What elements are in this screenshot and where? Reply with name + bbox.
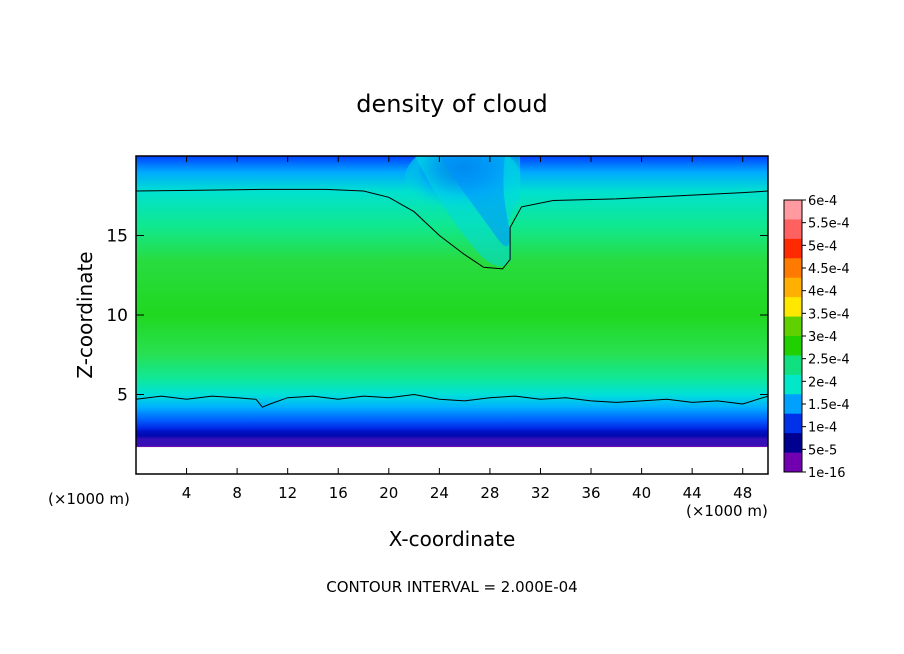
colorbar-label: 5.5e-4 [808,217,850,232]
x-unit-right: (×1000 m) [686,502,768,520]
contour-interval-note: CONTOUR INTERVAL = 2.000E-04 [326,578,577,596]
x-tick-label: 48 [733,484,752,502]
y-axis-label: Z-coordinate [73,251,97,378]
colorbar-label: 4.5e-4 [808,262,850,277]
colorbar-label: 3.5e-4 [808,307,850,322]
colorbar-swatch [784,336,802,356]
colorbar-swatch [784,238,802,259]
contour-line-2 [135,393,769,408]
colorbar-label: 6e-4 [808,194,837,209]
colorbar-swatch [784,355,802,376]
colorbar-label: 5e-4 [808,239,837,254]
colorbar-swatch [784,452,802,473]
contour-lines [135,188,769,408]
colorbar-label: 3e-4 [808,330,837,345]
x-axis-label: X-coordinate [389,527,516,551]
colorbar-legend: 6e-4 5.5e-4 5e-4 4.5e-4 4e-4 3.5e-4 3e-4 2.5e-4… [783,194,850,481]
colorbar-swatch [784,413,802,434]
contour-line-1 [135,188,769,270]
x-tick-label: 8 [232,484,242,502]
colorbar-label: 1e-16 [808,466,846,481]
x-tick-label: 20 [379,484,398,502]
colorbar-swatch [784,297,802,318]
x-tick-label: 28 [480,484,499,502]
y-tick-label: 10 [106,306,128,326]
colorbar-swatch [784,433,802,454]
colorbar-label: 2e-4 [808,375,837,390]
colorbar-label: 1e-4 [808,421,837,436]
colorbar-label: 5e-5 [808,443,837,458]
colorbar-label: 2.5e-4 [808,353,850,368]
colorbar-label: 4e-4 [808,285,837,300]
y-tick-label: 5 [117,386,128,406]
x-tick-label: 12 [278,484,297,502]
colorbar-swatch [784,374,802,395]
x-tick-label: 32 [531,484,550,502]
colorbar-swatch [784,277,802,298]
x-axis-ticks: 4 8 12 16 20 24 28 32 36 40 44 48 [182,156,752,502]
colorbar-swatch [784,219,802,240]
x-tick-label: 36 [581,484,600,502]
x-tick-label: 16 [329,484,348,502]
chart-title: density of cloud [356,90,547,118]
y-tick-label: 15 [106,227,128,247]
x-tick-label: 4 [182,484,192,502]
x-tick-label: 24 [430,484,449,502]
x-tick-label: 44 [683,484,702,502]
colorbar-swatch [784,200,802,220]
density-field [136,156,768,474]
colorbar-swatch [784,394,802,415]
colorbar-swatch [784,316,802,337]
colorbar-swatch [784,258,802,279]
y-axis-ticks: 5 10 15 [106,227,768,406]
x-unit-left: (×1000 m) [48,490,130,508]
x-tick-label: 40 [632,484,651,502]
colorbar-label: 1.5e-4 [808,398,850,413]
